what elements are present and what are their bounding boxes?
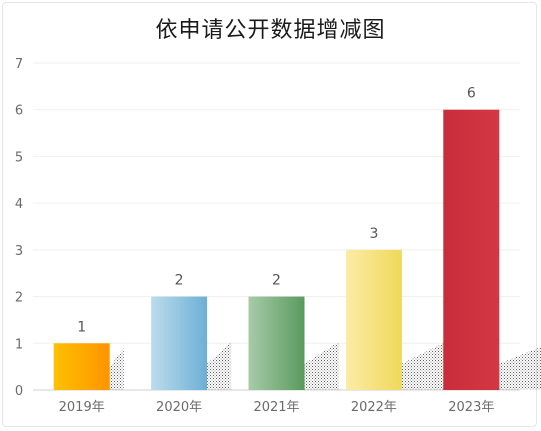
bar-shadow — [499, 346, 541, 390]
chart-title: 依申请公开数据增减图 — [155, 18, 386, 43]
y-tick-label: 5 — [15, 150, 23, 165]
bar-value-label: 1 — [77, 319, 86, 335]
bar-value-label: 3 — [369, 226, 378, 242]
y-tick-label: 1 — [15, 337, 23, 352]
y-tick-label: 3 — [15, 244, 23, 259]
x-tick-label: 2020年 — [156, 400, 202, 415]
y-tick-label: 7 — [15, 57, 23, 72]
y-tick-label: 6 — [15, 104, 23, 119]
bar — [53, 343, 110, 390]
bar-shadow — [304, 342, 339, 390]
y-tick-label: 4 — [15, 197, 23, 212]
x-tick-label: 2021年 — [253, 400, 299, 415]
bar-value-label: 6 — [467, 86, 476, 102]
bar-value-label: 2 — [175, 273, 184, 289]
bar-shadow — [207, 342, 232, 390]
bar — [151, 296, 208, 390]
y-tick-label: 0 — [15, 384, 23, 399]
bar-shadow — [109, 347, 124, 390]
bar — [345, 249, 402, 390]
bar — [443, 109, 500, 390]
bar-value-label: 2 — [272, 273, 281, 289]
bars — [53, 109, 500, 390]
x-tick-label: 2022年 — [351, 400, 397, 415]
bar-shadow — [401, 342, 446, 390]
bar — [248, 296, 305, 390]
x-tick-label: 2019年 — [59, 400, 105, 415]
bar-shadows — [109, 342, 541, 390]
y-tick-label: 2 — [15, 291, 23, 306]
x-tick-label: 2023年 — [448, 400, 494, 415]
labels: 0 1 2 3 4 5 6 7 1 2019年 2 2020年 2 2021年 3 2022年 6 2023年 — [15, 57, 494, 415]
